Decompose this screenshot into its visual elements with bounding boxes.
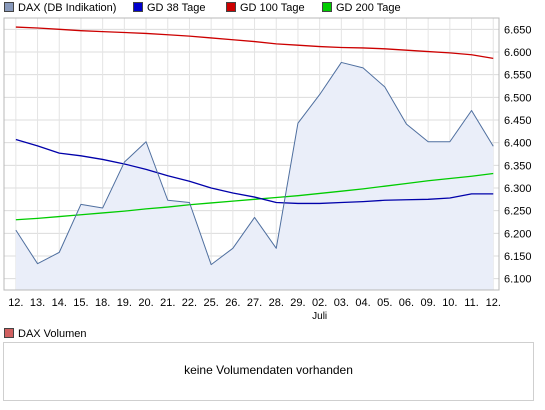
x-tick-label: 22.	[182, 297, 197, 309]
legend-item-dax: DAX (DB Indikation)	[4, 2, 116, 14]
series-line-dax	[15, 61, 494, 266]
chart-legend: DAX (DB Indikation) GD 38 Tage GD 100 Ta…	[0, 0, 545, 16]
x-tick-label: 15.	[73, 297, 88, 309]
y-tick-label: 6.400	[504, 138, 532, 150]
y-tick-label: 6.600	[504, 47, 532, 59]
plot-border	[3, 17, 500, 291]
x-tick-label: 25.	[204, 297, 219, 309]
x-tick-label: 06.	[399, 297, 414, 309]
legend-swatch-gd200	[322, 2, 332, 12]
x-tick-label: 13.	[30, 297, 45, 309]
legend-label-dax: DAX (DB Indikation)	[18, 2, 117, 14]
legend-label-gd200: GD 200 Tage	[336, 2, 401, 14]
x-tick-label: 11.	[464, 297, 478, 309]
volume-legend-label: DAX Volumen	[18, 328, 87, 340]
x-tick-label: 14.	[52, 297, 67, 309]
x-tick-label: 09.	[421, 297, 436, 309]
series-line-gd200	[15, 172, 494, 221]
x-tick-label: 18.	[95, 297, 110, 309]
y-tick-label: 6.650	[504, 24, 532, 36]
y-tick-label: 6.500	[504, 92, 532, 104]
series-line-gd100	[15, 26, 494, 59]
x-tick-label: 10.	[442, 297, 457, 309]
legend-label-gd38: GD 38 Tage	[147, 2, 206, 14]
x-tick-label: 05.	[377, 297, 392, 309]
x-tick-label: 03.	[334, 297, 349, 309]
x-tick-label: 04.	[355, 297, 370, 309]
x-tick-label: 19.	[117, 297, 132, 309]
y-tick-label: 6.150	[504, 251, 532, 263]
series-area-dax	[15, 62, 494, 290]
y-tick-label: 6.200	[504, 228, 532, 240]
volume-empty-message: keine Volumendaten vorhanden	[184, 363, 353, 377]
x-tick-label: 28.	[269, 297, 284, 309]
x-tick-label: 21.	[160, 297, 175, 309]
y-tick-label: 6.100	[504, 274, 532, 286]
y-tick-label: 6.250	[504, 206, 532, 218]
x-tick-label: 27.	[247, 297, 262, 309]
x-month-label: Juli	[312, 311, 327, 322]
x-tick-label: 26.	[225, 297, 240, 309]
x-tick-label: 29.	[290, 297, 305, 309]
series-line-gd38	[15, 138, 494, 205]
x-tick-label: 02.	[312, 297, 327, 309]
legend-swatch-gd38	[133, 2, 143, 12]
x-tick-label: 20.	[138, 297, 153, 309]
volume-panel: keine Volumendaten vorhanden	[3, 342, 534, 401]
volume-legend: DAX Volumen	[4, 328, 86, 340]
y-tick-label: 6.300	[504, 183, 532, 195]
x-tick-label: 12.	[486, 297, 501, 309]
legend-item-gd100: GD 100 Tage	[226, 2, 305, 14]
legend-swatch-gd100	[226, 2, 236, 12]
volume-legend-swatch	[4, 328, 14, 338]
y-tick-label: 6.550	[504, 70, 532, 82]
legend-label-gd100: GD 100 Tage	[240, 2, 305, 14]
y-tick-label: 6.350	[504, 160, 532, 172]
x-tick-label: 12.	[8, 297, 23, 309]
legend-item-gd38: GD 38 Tage	[133, 2, 206, 14]
price-chart: 6.100 6.150 6.200 6.250 6.300 6.350 6.400 6.450…	[3, 17, 532, 322]
y-tick-label: 6.450	[504, 115, 532, 127]
legend-swatch-dax	[4, 2, 14, 12]
legend-item-gd200: GD 200 Tage	[322, 2, 401, 14]
